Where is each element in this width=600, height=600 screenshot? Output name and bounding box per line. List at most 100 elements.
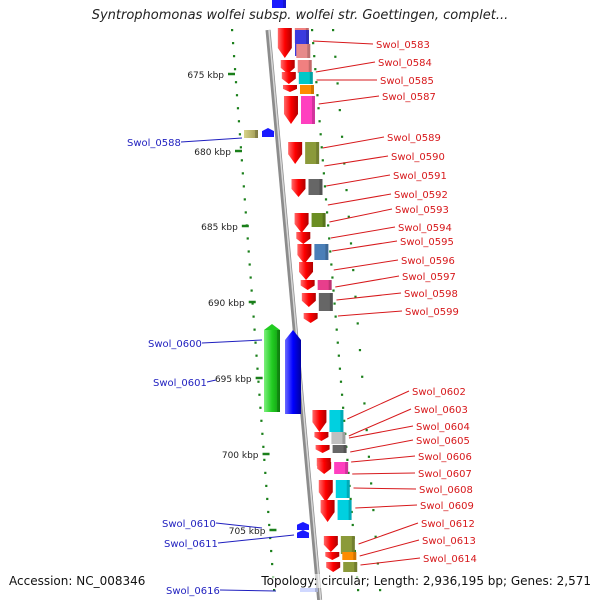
gene-category-block-shade	[340, 410, 344, 432]
forward-gene-label: Swol_0597	[402, 272, 456, 283]
forward-gene-label: Swol_0583	[376, 40, 430, 51]
outer-scale-dot-2	[358, 349, 362, 352]
forward-gene-arrow	[314, 432, 329, 441]
outer-scale-dot-2	[367, 455, 371, 458]
forward-gene-label: Swol_0593	[395, 205, 449, 216]
inner-scale-dot	[235, 94, 239, 97]
outer-scale-dot-2	[352, 269, 355, 272]
outer-scale-dot	[357, 589, 360, 592]
inner-scale-dot	[244, 211, 247, 214]
forward-gene-callout	[322, 136, 385, 149]
outer-scale-dot	[332, 289, 335, 292]
outer-scale-dot	[334, 315, 337, 318]
outer-scale-dot	[312, 42, 315, 45]
gene-category-block	[308, 179, 323, 195]
reverse-gene-block	[264, 330, 280, 412]
forward-gene-label: Swol_0587	[382, 92, 436, 103]
gene-category-block	[318, 293, 333, 311]
inner-scale-dot	[231, 42, 235, 45]
reverse-gene-block-shade	[255, 130, 258, 138]
gene-category-block	[305, 142, 320, 164]
inner-scale-dot	[243, 198, 246, 201]
map-title: Syntrophomonas wolfei subsp. wolfei str.…	[91, 8, 509, 23]
forward-gene-arrow	[281, 72, 296, 84]
inner-scale-dot	[262, 445, 265, 448]
forward-gene-label: Swol_0614	[423, 554, 477, 565]
forward-gene-callout	[360, 557, 421, 566]
forward-gene-callout	[351, 455, 416, 463]
gene-category-block-shade	[308, 60, 312, 73]
outer-scale-dot-2	[370, 482, 373, 485]
forward-gene-callout	[327, 193, 392, 206]
outer-scale-dot	[335, 328, 338, 331]
outer-scale-dot	[333, 302, 336, 305]
outer-scale-dot	[313, 55, 316, 58]
inner-scale-dot	[237, 120, 241, 123]
reverse-gene-callout	[215, 522, 263, 529]
forward-gene-label: Swol_0602	[412, 387, 466, 398]
reverse-gene-arrow	[297, 530, 309, 538]
gene-category-block	[300, 96, 315, 124]
forward-gene-label: Swol_0589	[387, 133, 441, 144]
outer-scale-dot-2	[354, 295, 357, 298]
outer-scale-dot-2	[343, 162, 346, 165]
outer-scale-dot	[330, 263, 333, 266]
inner-scale-dot	[271, 562, 274, 566]
inner-scale-dot	[240, 159, 243, 162]
inner-scale-dot	[273, 589, 276, 592]
forward-gene-callout	[359, 539, 420, 557]
gene-category-block-shade	[307, 44, 311, 58]
forward-gene-arrow	[291, 179, 306, 197]
inner-scale-dot	[231, 29, 234, 32]
forward-gene-callout	[336, 292, 402, 301]
inner-scale-dot	[265, 484, 268, 488]
forward-gene-label: Swol_0584	[378, 58, 432, 69]
forward-gene-arrow	[320, 500, 335, 522]
scale-label: 705 kbp	[229, 527, 266, 537]
gene-category-block	[299, 85, 314, 94]
gene-category-block	[314, 244, 329, 260]
scale-label: 675 kbp	[187, 71, 224, 81]
outer-scale-dot	[325, 211, 329, 214]
forward-gene-callout	[330, 226, 396, 239]
forward-gene-arrow	[323, 536, 338, 552]
inner-scale-dot	[242, 185, 245, 188]
outer-scale-dot-2	[363, 402, 366, 405]
gene-category-block-shade	[329, 293, 333, 311]
forward-gene-arrow	[303, 313, 318, 323]
outer-scale-dot-2	[332, 29, 335, 32]
outer-scale-dot	[340, 393, 344, 396]
inner-scale-dot	[238, 133, 242, 136]
forward-gene-label: Swol_0603	[414, 405, 468, 416]
backbone-highlight	[268, 29, 322, 600]
outer-scale-dot	[322, 172, 325, 175]
inner-scale-dot	[249, 276, 252, 279]
gene-category-block	[332, 445, 347, 453]
outer-scale-dot-2	[365, 429, 368, 432]
outer-scale-dot	[327, 224, 330, 227]
outer-scale-dot	[316, 94, 319, 97]
outer-scale-dot-2	[340, 135, 344, 138]
gene-category-block	[298, 72, 313, 84]
outer-scale-dot	[347, 471, 350, 474]
forward-gene-callout	[347, 390, 410, 420]
reverse-gene-label: Swol_0610	[162, 519, 216, 530]
outer-scale-dot	[351, 523, 354, 527]
inner-scale-dot	[264, 471, 267, 474]
inner-scale-dot	[250, 289, 253, 292]
reverse-gene-label: Swol_0601	[153, 378, 207, 389]
inner-scale-dot	[255, 354, 258, 357]
gene-category-block-shade	[325, 244, 329, 260]
gene-category-block-shade	[343, 445, 347, 453]
inner-scale-dot	[251, 302, 254, 305]
gene-category-block-shade	[348, 500, 352, 520]
gene-category-block-shade	[310, 85, 314, 94]
forward-gene-arrow	[315, 445, 330, 453]
forward-gene-label: Swol_0585	[380, 76, 434, 87]
outer-scale-dot	[318, 120, 321, 123]
gene-category-block-shade	[322, 213, 326, 227]
reverse-gene-block-shade	[283, 0, 286, 8]
forward-gene-arrow	[326, 562, 341, 572]
